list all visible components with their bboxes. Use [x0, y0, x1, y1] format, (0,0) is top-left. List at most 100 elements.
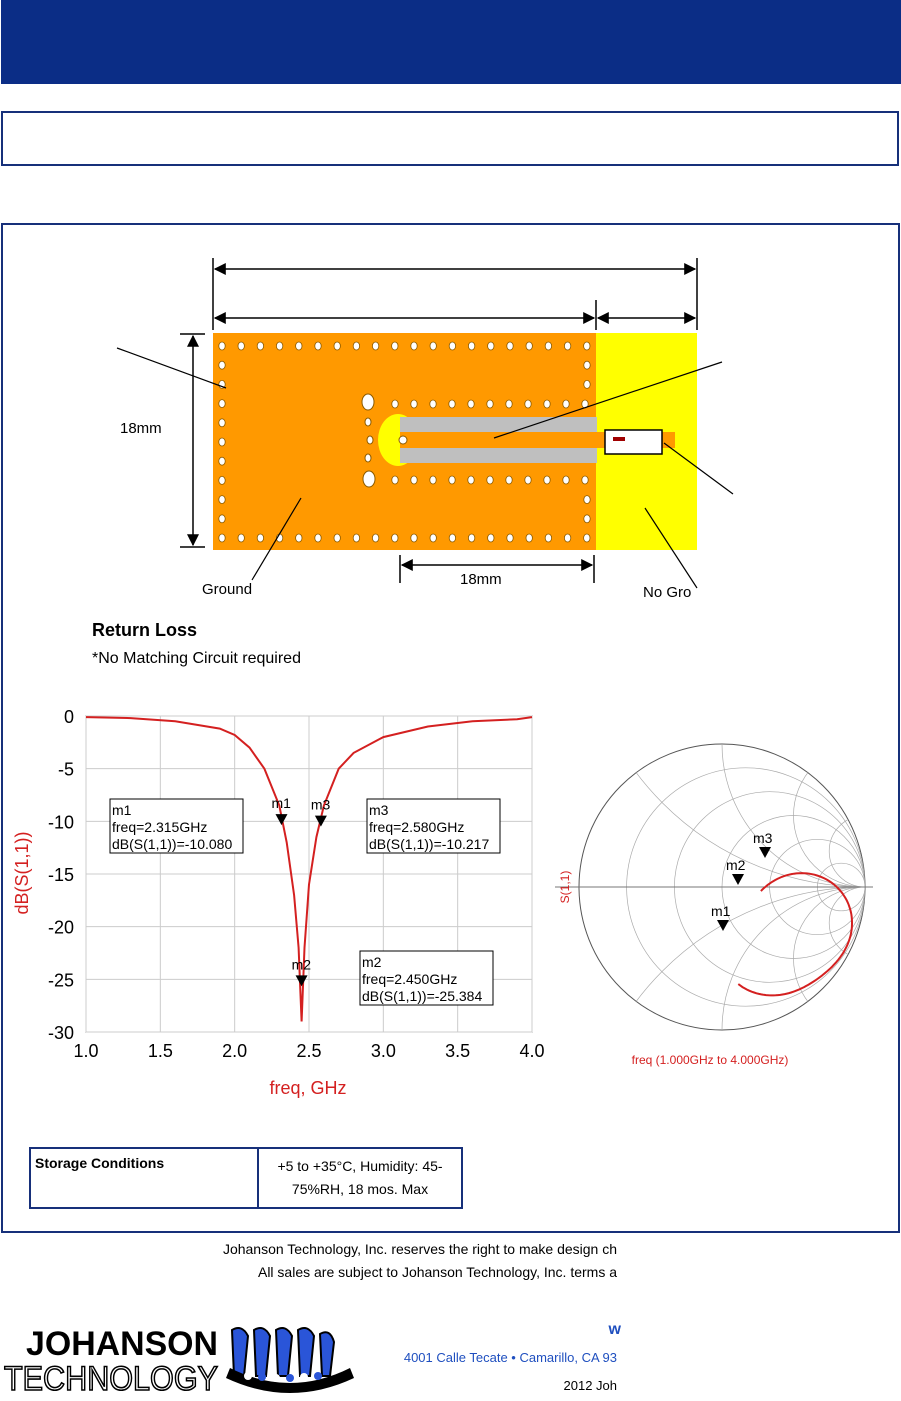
y-tick-labels: 0 -5 -10 -15 -20 -25 -30: [48, 707, 74, 1043]
via-hole: [525, 341, 533, 351]
marker-m1-box: [109, 798, 244, 854]
marker-m1-line: freq=2.315GHz: [112, 819, 207, 835]
via-hole: [543, 399, 551, 409]
via-hole: [467, 341, 476, 351]
storage-value: +5 to +35°C, Humidity: 45- 75%RH, 18 mos…: [257, 1147, 463, 1209]
marker-m2-tag: m2: [292, 956, 312, 972]
smith-marker-m3-triangle: [759, 847, 771, 858]
via-hole: [256, 533, 264, 543]
via-hole: [314, 533, 322, 543]
footer-disclaimer-2: All sales are subject to Johanson Techno…: [257, 1264, 617, 1280]
smith-marker-m2-triangle: [732, 874, 744, 885]
content-frame: [1, 223, 900, 1233]
via-hole: [218, 437, 226, 447]
marker-m3-box: [366, 798, 501, 854]
via-hole: [391, 399, 399, 409]
marker-m1-line: dB(S(1,1))=-10.080: [112, 836, 232, 852]
johanson-logo: JOHANSON TECHNOLOGY: [3, 1325, 354, 1399]
via-hole: [352, 341, 360, 351]
x-axis-label: freq, GHz: [269, 1078, 346, 1098]
x-tick-label: 1.5: [148, 1041, 173, 1061]
via-hole: [429, 399, 437, 409]
via-hole: [218, 495, 226, 505]
marker-m1-triangle: [275, 814, 288, 826]
marker-m3-line: dB(S(1,1))=-10.217: [369, 836, 489, 852]
via-hole: [583, 514, 591, 524]
return-loss-chart: 0 -5 -10 -15 -20 -25 -30 1.0 1.5 2.0 2.5 3.0 3.5 4.0…: [12, 707, 545, 1098]
via-hole: [467, 475, 475, 485]
via-hole: [486, 475, 494, 485]
marker-m1-tag: m1: [271, 795, 291, 811]
via-hole: [543, 475, 551, 485]
via-hole: [410, 475, 418, 485]
via-hole: [583, 495, 591, 505]
y-tick-label: -10: [48, 812, 74, 832]
via-hole: [525, 533, 533, 543]
marker-m2-line: dB(S(1,1))=-25.384: [362, 988, 482, 1004]
via-hole: [352, 533, 360, 543]
marker-m2-triangle: [295, 975, 308, 987]
via-hole: [314, 341, 322, 351]
feed-length-label: 18mm: [460, 571, 502, 588]
via-hole: [448, 399, 456, 409]
marker-m1-line: m1: [112, 802, 132, 818]
via-hole: [505, 475, 513, 485]
storage-value-line2: 75%RH, 18 mos. Max: [291, 1181, 429, 1197]
smith-markers: m1 m2 m3: [711, 830, 773, 931]
storage-label: Storage Conditions: [29, 1147, 259, 1209]
x-tick-label: 1.0: [73, 1041, 98, 1061]
via-hole: [364, 417, 372, 427]
footer-address: 4001 Calle Tecate • Camarillo, CA 93: [403, 1350, 617, 1365]
via-hole: [237, 341, 245, 351]
via-hole: [218, 418, 226, 428]
pcb-layout-drawing: 18mm 18mm Ground No Gro: [116, 258, 734, 601]
smith-xlabel: freq (1.000GHz to 4.000GHz): [632, 1053, 789, 1067]
via-hole: [448, 341, 456, 351]
x-tick-label: 2.0: [222, 1041, 247, 1061]
via-hole: [237, 533, 245, 543]
via-hole: [562, 475, 570, 485]
via-hole: [218, 475, 226, 485]
smith-chart: m1 m2 m3 S(1,1) freq (1.000GHz to 4.000GHz…: [555, 743, 873, 1067]
via-hole: [218, 514, 226, 524]
via-hole: [524, 399, 532, 409]
marker-m3-tag: m3: [311, 797, 331, 813]
marker-m3-line: freq=2.580GHz: [369, 819, 464, 835]
y-tick-label: -30: [48, 1023, 74, 1043]
x-tick-label: 3.0: [371, 1041, 396, 1061]
via-hole: [563, 341, 572, 351]
marker-m3-triangle: [314, 815, 327, 827]
marker-m2-line: m2: [362, 954, 382, 970]
via-hole: [333, 341, 341, 351]
footer-website[interactable]: w: [608, 1321, 621, 1338]
x-tick-label: 4.0: [519, 1041, 544, 1061]
x-tick-labels: 1.0 1.5 2.0 2.5 3.0 3.5 4.0: [73, 1041, 544, 1061]
via-hole: [524, 475, 532, 485]
smith-marker-m1-triangle: [717, 920, 729, 931]
footer-copyright: 2012 Joh: [563, 1378, 618, 1393]
marker-m2-box: [359, 950, 494, 1006]
x-tick-label: 3.5: [445, 1041, 470, 1061]
via-hole: [391, 475, 399, 485]
smith-marker-m3-tag: m3: [753, 830, 773, 846]
via-hole: [371, 341, 380, 351]
via-hole: [486, 399, 494, 409]
via-hole: [275, 341, 284, 351]
via-hole: [391, 533, 399, 543]
via-hole: [448, 533, 456, 543]
via-hole: [371, 533, 380, 543]
via-hole: [467, 533, 476, 543]
marker-m2-line: freq=2.450GHz: [362, 971, 457, 987]
via-hole: [256, 341, 264, 351]
via-holes: [218, 341, 591, 543]
via-hole: [366, 435, 374, 445]
via-hole: [467, 399, 475, 409]
via-hole: [295, 533, 303, 543]
via-hole: [583, 360, 591, 370]
logo-ships-emblem: [226, 1327, 354, 1393]
chip-antenna: [604, 429, 663, 455]
via-hole: [448, 475, 456, 485]
via-hole: [583, 379, 591, 389]
s11-series-line: [85, 716, 533, 1022]
smith-marker-m1-tag: m1: [711, 903, 731, 919]
